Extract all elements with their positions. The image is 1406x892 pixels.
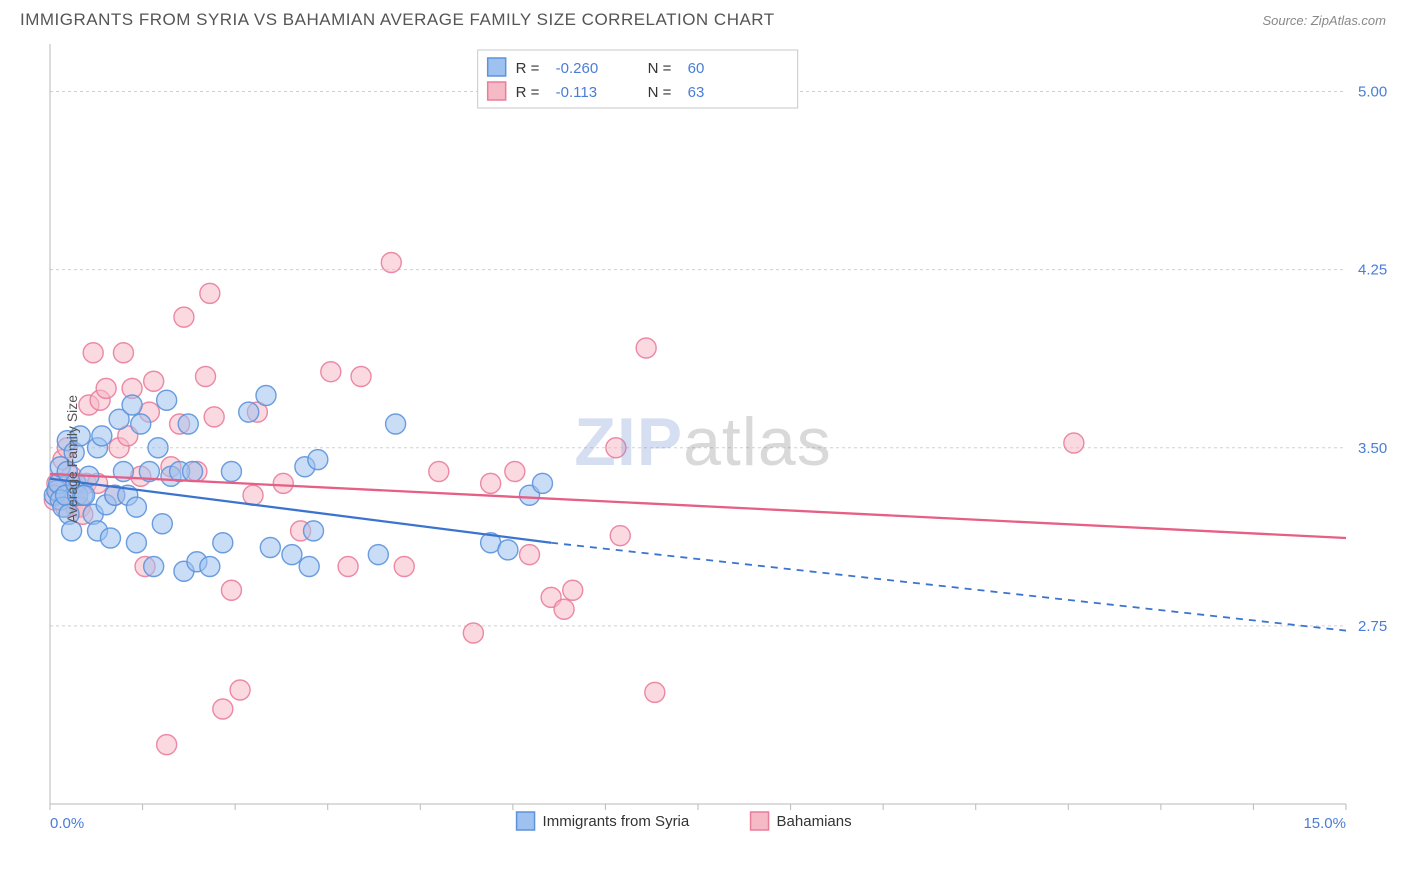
legend-swatch-bahamians (488, 82, 506, 100)
bahamians-point (113, 343, 133, 363)
bahamians-point (505, 462, 525, 482)
bahamians-point (196, 367, 216, 387)
bahamians-point (610, 526, 630, 546)
syria-point (62, 521, 82, 541)
bahamians-point (273, 473, 293, 493)
bahamians-point (554, 599, 574, 619)
y-tick-label: 2.75 (1358, 618, 1387, 635)
syria-point (304, 521, 324, 541)
bahamians-point (481, 473, 501, 493)
bahamians-point (351, 367, 371, 387)
bahamians-point (645, 682, 665, 702)
legend-R-bahamians: -0.113 (556, 84, 597, 101)
syria-point (386, 414, 406, 434)
bottom-legend-swatch-syria (517, 812, 535, 830)
bahamians-point (463, 623, 483, 643)
x-label-right: 15.0% (1303, 815, 1346, 832)
bahamians-point (381, 253, 401, 273)
bahamians-point (230, 680, 250, 700)
syria-point (299, 557, 319, 577)
legend-N-bahamians: 63 (688, 84, 705, 101)
bahamians-point (144, 371, 164, 391)
bahamians-point (174, 307, 194, 327)
x-label-left: 0.0% (50, 815, 84, 832)
bahamians-regression-line (50, 474, 1346, 538)
bahamians-point (157, 735, 177, 755)
legend-R-label: R = (516, 60, 540, 77)
bottom-legend-swatch-bahamians (751, 812, 769, 830)
syria-point (239, 402, 259, 422)
syria-point (126, 533, 146, 553)
bahamians-point (204, 407, 224, 427)
bahamians-point (429, 462, 449, 482)
syria-point (256, 386, 276, 406)
source-credit: Source: ZipAtlas.com (1262, 13, 1386, 28)
bahamians-point (338, 557, 358, 577)
syria-regression-dashed (551, 543, 1346, 631)
syria-point (282, 545, 302, 565)
syria-point (498, 540, 518, 560)
bahamians-point (243, 485, 263, 505)
syria-point (92, 426, 112, 446)
legend-N-syria: 60 (688, 60, 705, 77)
syria-point (183, 462, 203, 482)
syria-point (260, 538, 280, 558)
y-axis-label: Average Family Size (64, 395, 80, 523)
legend-R-label: R = (516, 84, 540, 101)
legend-N-label: N = (648, 84, 672, 101)
y-tick-label: 4.25 (1358, 262, 1387, 279)
syria-point (157, 390, 177, 410)
syria-point (122, 395, 142, 415)
bahamians-point (636, 338, 656, 358)
legend-N-label: N = (648, 60, 672, 77)
syria-point (131, 414, 151, 434)
syria-point (144, 557, 164, 577)
bahamians-point (1064, 433, 1084, 453)
syria-point (200, 557, 220, 577)
syria-point (152, 514, 172, 534)
syria-point (221, 462, 241, 482)
bahamians-point (221, 580, 241, 600)
y-tick-label: 3.50 (1358, 440, 1387, 457)
syria-point (213, 533, 233, 553)
bottom-legend-label-syria: Immigrants from Syria (543, 813, 690, 830)
bahamians-point (321, 362, 341, 382)
legend-swatch-syria (488, 58, 506, 76)
bahamians-point (83, 343, 103, 363)
bahamians-point (520, 545, 540, 565)
syria-point (368, 545, 388, 565)
bahamians-point (563, 580, 583, 600)
syria-point (100, 528, 120, 548)
y-tick-label: 5.00 (1358, 84, 1387, 101)
correlation-chart: 2.75 3.50 4.25 5.00 0.0% 15.0% R = -0.260 N = 60 R… (0, 34, 1406, 854)
syria-point (126, 497, 146, 517)
syria-point (148, 438, 168, 458)
chart-title: IMMIGRANTS FROM SYRIA VS BAHAMIAN AVERAG… (20, 10, 775, 30)
legend-R-syria: -0.260 (556, 60, 599, 77)
syria-point (532, 473, 552, 493)
syria-point (178, 414, 198, 434)
bahamians-point (213, 699, 233, 719)
bahamians-point (394, 557, 414, 577)
bahamians-point (200, 283, 220, 303)
bahamians-point (96, 378, 116, 398)
bottom-legend-label-bahamians: Bahamians (777, 813, 852, 830)
bahamians-point (606, 438, 626, 458)
syria-point (308, 450, 328, 470)
